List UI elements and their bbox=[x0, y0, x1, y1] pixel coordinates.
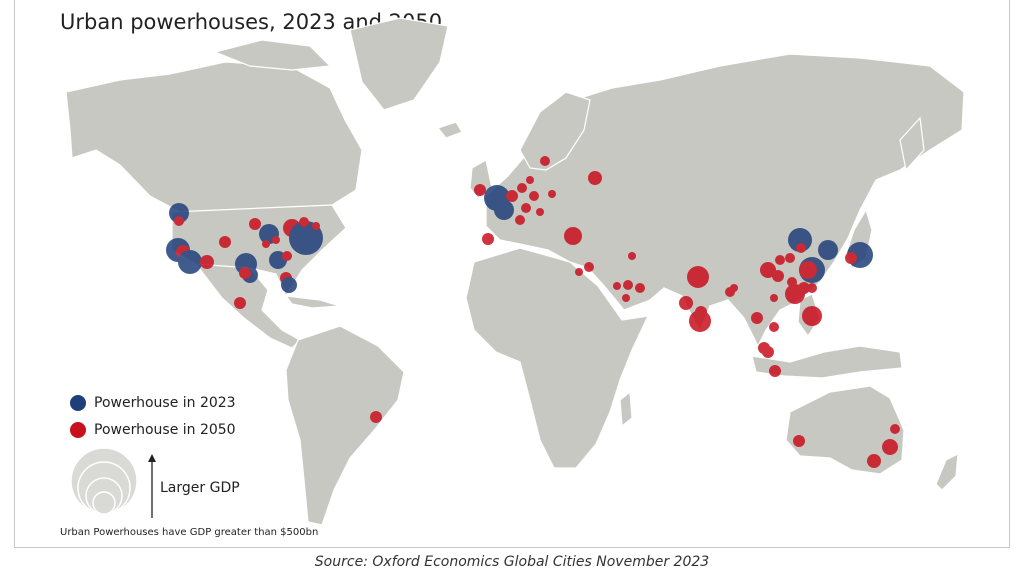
city-bubble-2050 bbox=[299, 217, 309, 227]
city-bubble-2050 bbox=[802, 306, 822, 326]
city-bubble-2023 bbox=[281, 277, 297, 293]
legend-item-2023: Powerhouse in 2023 bbox=[70, 395, 236, 411]
city-bubble-2023 bbox=[169, 203, 189, 223]
city-bubble-2050 bbox=[200, 255, 214, 269]
city-bubble-2050 bbox=[623, 280, 633, 290]
city-bubble-2023 bbox=[494, 200, 514, 220]
city-bubbles bbox=[166, 156, 900, 468]
city-bubble-2050 bbox=[474, 184, 486, 196]
city-bubble-2050 bbox=[799, 261, 817, 279]
land-masses bbox=[65, 17, 965, 526]
land-arctic-islands bbox=[213, 39, 332, 71]
size-legend-circles bbox=[70, 447, 138, 515]
city-bubble-2050 bbox=[282, 251, 292, 261]
city-bubble-2050 bbox=[772, 270, 784, 282]
city-bubble-2050 bbox=[575, 268, 583, 276]
land-scandinavia bbox=[519, 91, 591, 171]
city-bubble-2050 bbox=[312, 222, 320, 230]
city-bubble-2050 bbox=[622, 294, 630, 302]
land-australia bbox=[785, 385, 905, 475]
legend-dot-2023 bbox=[70, 395, 86, 411]
city-bubble-2050 bbox=[679, 296, 693, 310]
threshold-note: Urban Powerhouses have GDP greater than … bbox=[60, 527, 319, 538]
city-bubble-2050 bbox=[775, 255, 785, 265]
size-legend-arrow bbox=[148, 454, 156, 518]
land-kamchatka bbox=[899, 116, 925, 172]
city-bubble-2050 bbox=[174, 216, 184, 226]
city-bubble-2050 bbox=[807, 283, 817, 293]
city-bubble-2050 bbox=[249, 218, 261, 230]
land-caribbean bbox=[284, 295, 341, 309]
city-bubble-2050 bbox=[635, 283, 645, 293]
land-north-america-north bbox=[65, 61, 363, 215]
city-bubble-2050 bbox=[506, 190, 518, 202]
city-bubble-2050 bbox=[515, 215, 525, 225]
city-bubble-2050 bbox=[796, 243, 806, 253]
city-bubble-2050 bbox=[517, 183, 527, 193]
city-bubble-2050 bbox=[687, 266, 709, 288]
city-bubble-2050 bbox=[769, 365, 781, 377]
city-bubble-2050 bbox=[867, 454, 881, 468]
land-south-america bbox=[285, 325, 405, 526]
city-bubble-2050 bbox=[588, 171, 602, 185]
city-bubble-2050 bbox=[564, 227, 582, 245]
land-greenland bbox=[349, 17, 449, 111]
land-iceland bbox=[436, 121, 463, 139]
city-bubble-2050 bbox=[785, 253, 795, 263]
city-bubble-2050 bbox=[890, 424, 900, 434]
legend-dot-2050 bbox=[70, 422, 86, 438]
city-bubble-2050 bbox=[798, 282, 810, 294]
city-bubble-2023 bbox=[788, 228, 812, 252]
city-bubble-2050 bbox=[219, 236, 231, 248]
city-bubble-2023 bbox=[818, 240, 838, 260]
city-bubble-2023 bbox=[178, 250, 202, 274]
legend-label-2023: Powerhouse in 2023 bbox=[94, 395, 236, 411]
legend-label-2050: Powerhouse in 2050 bbox=[94, 422, 236, 438]
size-legend-label: Larger GDP bbox=[160, 480, 240, 496]
city-bubble-2050 bbox=[262, 240, 270, 248]
land-new-zealand bbox=[935, 452, 959, 491]
city-bubble-2050 bbox=[272, 236, 280, 244]
city-bubble-2050 bbox=[628, 252, 636, 260]
city-bubble-2050 bbox=[548, 190, 556, 198]
city-bubble-2050 bbox=[760, 262, 776, 278]
city-bubble-2050 bbox=[234, 297, 246, 309]
city-bubble-2050 bbox=[370, 411, 382, 423]
city-bubble-2050 bbox=[769, 322, 779, 332]
city-bubble-2050 bbox=[793, 435, 805, 447]
city-bubble-2050 bbox=[751, 312, 763, 324]
legend-item-2050: Powerhouse in 2050 bbox=[70, 422, 236, 438]
city-bubble-2050 bbox=[526, 176, 534, 184]
land-madagascar bbox=[619, 390, 633, 428]
city-bubble-2050 bbox=[762, 346, 774, 358]
city-bubble-2050 bbox=[540, 156, 550, 166]
city-bubble-2050 bbox=[770, 294, 778, 302]
figure-frame bbox=[14, 0, 1010, 548]
city-bubble-2050 bbox=[845, 252, 857, 264]
city-bubble-2050 bbox=[730, 284, 738, 292]
city-bubble-2050 bbox=[521, 203, 531, 213]
land-africa bbox=[465, 247, 650, 469]
city-bubble-2050 bbox=[689, 310, 711, 332]
city-bubble-2050 bbox=[882, 439, 898, 455]
city-bubble-2050 bbox=[482, 233, 494, 245]
source-caption: Source: Oxford Economics Global Cities N… bbox=[314, 554, 710, 570]
city-bubble-2050 bbox=[584, 262, 594, 272]
city-bubble-2050 bbox=[536, 208, 544, 216]
city-bubble-2050 bbox=[239, 267, 251, 279]
city-bubble-2050 bbox=[529, 191, 539, 201]
city-bubble-2050 bbox=[613, 282, 621, 290]
